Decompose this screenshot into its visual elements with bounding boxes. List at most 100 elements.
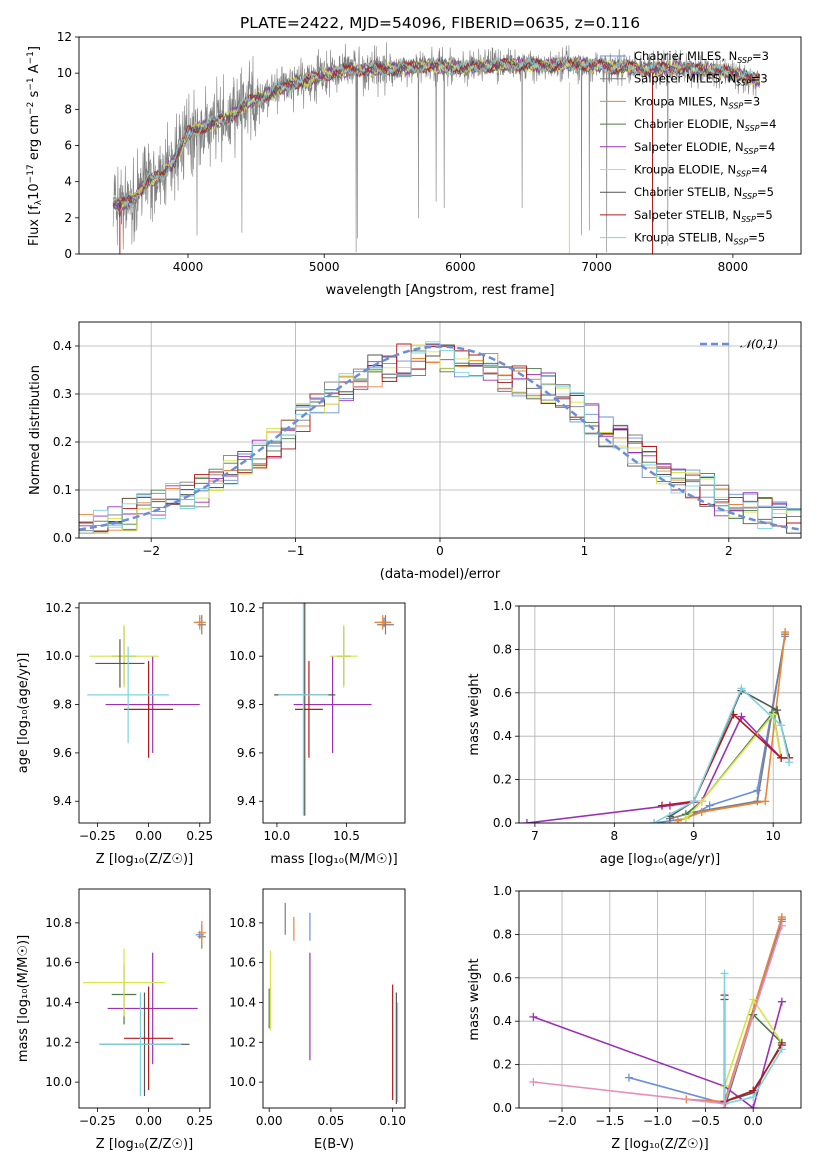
x-tick-label: 0.0 [744,1114,763,1128]
y-tick-label: 0.4 [53,339,72,353]
weight-vs-age-panel: 7 8 9 10 0.0 0.2 0.4 0.6 0.8 1.0 age [log₁₀(age/yr… [467,599,802,867]
legend-text: =5 [757,185,774,199]
ylabel-part: A [27,64,42,77]
legend-text: =5 [748,231,765,245]
ylabel-part: −17 [26,164,36,183]
y-tick-label: 10.4 [45,995,72,1009]
x-tick-label: 0.00 [256,1114,283,1128]
axes-frame [262,602,406,824]
weight-marker [737,684,746,693]
legend-text: Salpeter MILES, N [634,72,736,86]
x-tick-label: 10.5 [333,829,360,843]
x-tick-label: 7000 [581,260,612,274]
y-axis-label: mass weight [467,958,482,1040]
weight-marker [777,753,786,762]
weight-marker [689,797,698,806]
y-tick-label: 10.6 [229,956,256,970]
legend-label: Salpeter ELODIE, NSSP=4 [634,140,775,156]
weight-marker [777,913,786,922]
weight-vs-metallicity-panel: −2.0 −1.5 −1.0 −0.5 0.0 0.0 0.2 0.4 0.6 0.8 1.0 Z [… [467,884,802,1152]
y-tick-label: 0 [64,247,72,261]
residuals-panel: −2 −1 0 1 2 0.0 0.1 0.2 0.3 0.4 𝒩(0,1) (data-model)… [28,321,802,582]
weight-marker [777,721,786,730]
ylabel-part: −1 [26,77,36,90]
y-tick-label: 0.6 [493,686,512,700]
y-tick-label: 0.3 [53,387,72,401]
x-tick-label: −1 [287,544,305,558]
x-axis-label: Z [log₁₀(Z/Z☉)] [96,1137,193,1152]
legend-text: =4 [760,117,777,131]
ylabel-part: −1 [26,51,36,64]
y-axis-label: age [log₁₀(age/yr)] [16,653,31,774]
weight-marker [522,819,531,823]
y-tick-label: 0.4 [493,729,512,743]
x-tick-label: 9 [690,829,698,843]
legend-label: 𝒩(0,1) [740,337,778,351]
y-tick-label: 9.4 [53,794,72,808]
y-tick-label: 1.0 [493,599,512,613]
x-axis-label: age [log₁₀(age/yr)] [600,852,721,867]
weight-line [677,631,786,822]
age-vs-mass-panel: 10.0 10.5 9.4 9.6 9.8 10.0 10.2 mass [log₁₀(M/M… [229,601,406,867]
legend-label: Chabrier ELODIE, NSSP=4 [634,117,776,133]
spectrum-panel: 4000 5000 6000 7000 8000 0 2 4 6 8 10 12 wavelength … [57,30,802,298]
legend-subscript: SSP [737,56,752,65]
weight-lines [529,913,786,1108]
legend-text: =4 [758,140,775,154]
legend-text: =5 [756,208,773,222]
ylabel-part: ] [27,46,42,51]
weight-marker [705,801,714,810]
y-tick-label: 0.0 [493,1101,512,1115]
weight-marker [773,706,782,715]
x-tick-label: 0.25 [186,1114,213,1128]
y-tick-label: 0.8 [493,642,512,656]
normal-curve [79,345,801,531]
legend-subscript: SSP [734,238,749,247]
weight-marker [681,814,690,823]
legend-label: Chabrier MILES, NSSP=3 [634,49,769,65]
x-tick-label: 0.00 [135,1114,162,1128]
legend-text: Salpeter ELODIE, N [634,140,744,154]
x-tick-label: 5000 [309,260,340,274]
legend-text: Chabrier STELIB, N [634,185,742,199]
x-tick-label: 6000 [445,260,476,274]
weight-marker [650,819,659,823]
x-tick-label: −0.25 [79,1114,116,1128]
weight-marker [749,1104,758,1108]
x-tick-label: 8000 [718,260,749,274]
y-axis-label: Normed distribution [28,365,43,495]
legend-text: Salpeter STELIB, N [634,208,741,222]
axes-frame [262,888,406,1109]
legend-label: Kroupa STELIB, NSSP=5 [634,231,765,247]
weight-marker [697,808,706,817]
y-tick-label: 9.8 [237,698,256,712]
y-tick-label: 9.6 [237,746,256,760]
weight-marker [777,1045,786,1054]
y-tick-label: 10.0 [229,649,256,663]
y-tick-label: 0.2 [493,1058,512,1072]
weight-marker [737,712,746,721]
legend-label: Chabrier STELIB, NSSP=5 [634,185,774,201]
weight-marker [720,1099,729,1108]
x-tick-label: −2 [142,544,160,558]
x-tick-label: 0.00 [135,829,162,843]
weight-marker [781,628,790,637]
legend-subscript: SSP [729,101,744,110]
error-bars [274,603,394,816]
x-tick-label: 0.25 [186,829,213,843]
y-axis-label: mass weight [467,673,482,755]
axes-frame [518,890,802,1109]
x-axis-label: E(B-V) [314,1137,354,1152]
weight-marker [529,1012,538,1021]
y-tick-label: 0.2 [493,773,512,787]
x-tick-label: −1.5 [595,1114,624,1128]
x-tick-label: −0.5 [691,1114,720,1128]
y-tick-label: 2 [64,211,72,225]
ylabel-part: erg cm [27,115,42,164]
x-tick-label: −2.0 [547,1114,576,1128]
y-tick-label: 10.2 [45,1035,72,1049]
error-bars [268,902,399,1105]
y-tick-label: 0.0 [53,531,72,545]
y-tick-label: 4 [64,175,72,189]
